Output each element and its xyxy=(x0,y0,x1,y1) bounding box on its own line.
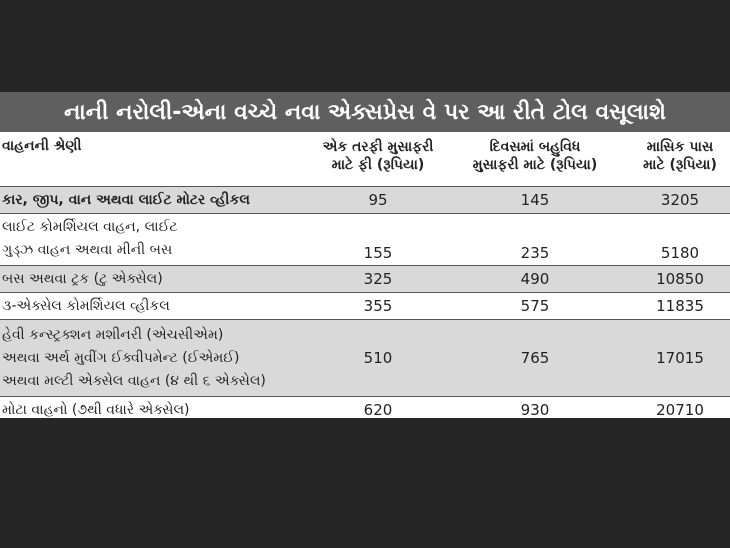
one-way-fee: 620 xyxy=(363,401,393,418)
header-multiple-trips: દિવસમાં બહુવિધ મુસાફરી માટે (રૂપિયા) xyxy=(472,139,598,173)
table-row: બસ અથવા ટ્રક (ટુ એક્સેલ) 325 490 10850 xyxy=(0,266,730,293)
vehicle-category: બસ અથવા ટ્રક (ટુ એક્સેલ) xyxy=(2,270,163,287)
monthly-pass-fee: 3205 xyxy=(660,191,700,209)
multiple-trips-fee: 235 xyxy=(520,244,550,262)
vehicle-category: કાર, જીપ, વાન અથવા લાઈટ મોટર વ્હીકલ xyxy=(2,191,250,208)
table-row: લાઈટ કોમર્શિયલ વાહન, લાઈટ ગુડ્ઝ વાહન અથવ… xyxy=(0,213,730,266)
table-row: કાર, જીપ, વાન અથવા લાઈટ મોટર વ્હીકલ 95 1… xyxy=(0,186,730,214)
monthly-pass-fee: 11835 xyxy=(656,297,704,315)
vehicle-category: ૩-એક્સેલ કોમર્શિયલ વ્હીકલ xyxy=(2,297,170,314)
one-way-fee: 155 xyxy=(363,244,393,262)
one-way-fee: 325 xyxy=(363,270,393,288)
table-row: મોટા વાહનો (૭થી વધારે એક્સેલ) 620 930 20… xyxy=(0,397,730,418)
header-one-way: એક તરફી મુસાફરી માટે ફી (રૂપિયા) xyxy=(322,139,434,173)
vehicle-category: મોટા વાહનો (૭થી વધારે એક્સેલ) xyxy=(2,401,190,418)
monthly-pass-fee: 5180 xyxy=(660,244,700,262)
headline: નાની નરોલી-એના વચ્ચે નવા એક્સપ્રેસ વે પર… xyxy=(0,92,730,132)
table-header: વાહનની શ્રેણી એક તરફી મુસાફરી માટે ફી (ર… xyxy=(0,133,730,179)
table-row: ૩-એક્સેલ કોમર્શિયલ વ્હીકલ 355 575 11835 xyxy=(0,293,730,320)
vehicle-category: લાઈટ કોમર્શિયલ વાહન, લાઈટ ગુડ્ઝ વાહન અથવ… xyxy=(2,219,178,258)
toll-table-clipping: નાની નરોલી-એના વચ્ચે નવા એક્સપ્રેસ વે પર… xyxy=(0,92,730,418)
multiple-trips-fee: 575 xyxy=(520,297,550,315)
header-monthly-pass: માસિક પાસ માટે (રૂપિયા) xyxy=(643,139,717,173)
monthly-pass-fee: 10850 xyxy=(656,270,704,288)
monthly-pass-fee: 17015 xyxy=(656,349,704,367)
one-way-fee: 355 xyxy=(363,297,393,315)
header-category: વાહનની શ્રેણી xyxy=(2,138,82,154)
table-row: હેવી કન્સ્ટ્રક્શન મશીનરી (એચસીએમ) અથવા અ… xyxy=(0,320,730,397)
multiple-trips-fee: 145 xyxy=(520,191,550,209)
multiple-trips-fee: 490 xyxy=(520,270,550,288)
multiple-trips-fee: 765 xyxy=(520,349,550,367)
monthly-pass-fee: 20710 xyxy=(656,401,704,418)
vehicle-category: હેવી કન્સ્ટ્રક્શન મશીનરી (એચસીએમ) અથવા અ… xyxy=(2,326,266,389)
multiple-trips-fee: 930 xyxy=(520,401,550,418)
one-way-fee: 510 xyxy=(363,349,393,367)
one-way-fee: 95 xyxy=(368,191,388,209)
